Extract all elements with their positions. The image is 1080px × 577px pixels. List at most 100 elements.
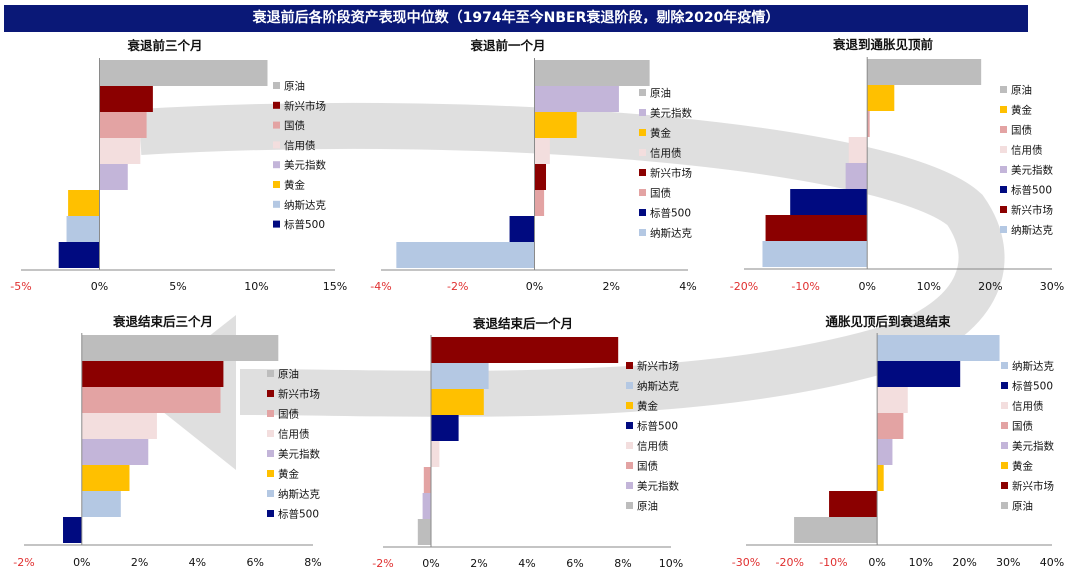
bar-标普500 xyxy=(509,216,535,242)
bar-原油 xyxy=(81,335,279,361)
bar-美元指数 xyxy=(877,439,893,465)
legend-label: 标普500 xyxy=(278,508,319,521)
bar-信用债 xyxy=(877,387,908,413)
legend-swatch xyxy=(1001,482,1008,489)
legend-swatch xyxy=(273,161,280,169)
bar-原油 xyxy=(99,60,268,86)
bar-信用债 xyxy=(848,137,868,163)
legend-swatch xyxy=(1000,226,1007,233)
bar-纳斯达克 xyxy=(877,335,1000,361)
legend-label: 原油 xyxy=(650,87,671,100)
x-tick-label: 20% xyxy=(952,556,976,569)
panel-title: 衰退结束后一个月 xyxy=(472,316,573,331)
bar-新兴市场 xyxy=(99,86,153,112)
legend-label: 黄金 xyxy=(1012,460,1034,473)
x-tick-label: 0% xyxy=(526,280,543,293)
legend-swatch xyxy=(267,470,274,477)
legend-label: 国债 xyxy=(284,119,305,132)
legend-label: 标普500 xyxy=(1012,380,1053,393)
x-tick-label: 15% xyxy=(323,280,347,293)
legend-swatch xyxy=(639,189,646,196)
legend-swatch xyxy=(1000,206,1007,213)
legend-label: 美元指数 xyxy=(1011,164,1053,177)
bar-黄金 xyxy=(81,465,130,491)
x-tick-label: 2% xyxy=(603,280,620,293)
bar-标普500 xyxy=(790,189,868,215)
bar-新兴市场 xyxy=(534,164,547,190)
legend-swatch xyxy=(267,430,274,437)
legend-swatch xyxy=(626,502,633,509)
legend-swatch xyxy=(273,141,280,149)
banner-title: 衰退前后各阶段资产表现中位数（1974年至今NBER衰退阶段，剔除2020年疫情… xyxy=(4,5,1028,32)
legend-swatch xyxy=(626,462,633,469)
legend-swatch xyxy=(639,129,646,136)
x-tick-label: 10% xyxy=(917,280,941,293)
panel-title: 衰退结束后三个月 xyxy=(112,314,213,329)
legend-swatch xyxy=(639,89,646,96)
legend-swatch xyxy=(273,101,280,109)
legend-swatch xyxy=(1001,462,1008,469)
x-tick-label: 8% xyxy=(304,556,321,569)
bar-信用债 xyxy=(431,441,440,467)
bar-美元指数 xyxy=(81,439,149,465)
legend-label: 国债 xyxy=(637,460,658,473)
x-tick-label: 6% xyxy=(566,557,583,570)
bar-新兴市场 xyxy=(81,361,224,387)
legend-label: 国债 xyxy=(1012,420,1033,433)
panel-title: 衰退前三个月 xyxy=(126,38,202,53)
panel-title: 衰退前一个月 xyxy=(469,38,545,53)
x-tick-label: 4% xyxy=(189,556,206,569)
legend-label: 信用债 xyxy=(1011,144,1043,157)
legend-label: 纳斯达克 xyxy=(637,380,679,393)
x-tick-label: 0% xyxy=(868,556,885,569)
legend-swatch xyxy=(639,169,646,176)
legend-label: 标普500 xyxy=(284,218,325,231)
x-tick-label: 30% xyxy=(1040,280,1064,293)
legend-label: 纳斯达克 xyxy=(1012,360,1054,373)
x-tick-label: 8% xyxy=(614,557,631,570)
legend-swatch xyxy=(1000,186,1007,193)
legend-swatch xyxy=(267,490,274,497)
x-tick-label: 2% xyxy=(470,557,487,570)
legend-label: 新兴市场 xyxy=(278,388,320,401)
legend-swatch xyxy=(1000,146,1007,153)
legend-swatch xyxy=(626,382,633,389)
chart-panel-4: 衰退结束后三个月 -2% 0% 2% 4% 6% 8% 原油新兴市场国债信用债美元指数黄金纳斯… xyxy=(13,314,321,569)
legend-label: 美元指数 xyxy=(650,107,692,120)
bar-纳斯达克 xyxy=(431,363,489,389)
x-tick-label: 4% xyxy=(518,557,535,570)
legend-label: 新兴市场 xyxy=(650,167,692,180)
legend-label: 黄金 xyxy=(637,400,658,413)
legend-label: 黄金 xyxy=(650,127,671,140)
legend-swatch xyxy=(273,82,280,89)
x-tick-label: 0% xyxy=(91,280,108,293)
x-tick-label: 0% xyxy=(73,556,90,569)
x-tick-label: -2% xyxy=(372,557,393,570)
bar-国债 xyxy=(81,387,221,413)
legend-swatch xyxy=(639,229,646,236)
legend-label: 纳斯达克 xyxy=(278,488,320,501)
bar-标普500 xyxy=(58,242,100,268)
legend-swatch xyxy=(273,121,280,129)
bar-黄金 xyxy=(867,85,895,111)
chart-panel-1: 衰退前三个月 -5% 0% 5% 10% 15% 原油新兴市场国债信用债美元指数黄金纳斯达克… xyxy=(10,38,347,293)
bar-纳斯达克 xyxy=(396,242,535,268)
bar-国债 xyxy=(423,467,431,493)
x-tick-label: 10% xyxy=(909,556,933,569)
legend-swatch xyxy=(1001,382,1008,389)
bar-国债 xyxy=(867,111,870,137)
legend-swatch xyxy=(626,422,633,429)
bar-纳斯达克 xyxy=(81,491,121,517)
legend-swatch xyxy=(626,362,633,369)
legend-label: 国债 xyxy=(278,408,299,421)
legend-label: 原油 xyxy=(278,368,299,381)
x-tick-label: 2% xyxy=(131,556,148,569)
legend-swatch xyxy=(639,109,646,116)
bar-原油 xyxy=(867,59,982,85)
bar-原油 xyxy=(417,519,431,545)
legend-label: 原油 xyxy=(1011,84,1032,97)
legend-label: 信用债 xyxy=(637,440,669,453)
bar-黄金 xyxy=(534,112,577,138)
